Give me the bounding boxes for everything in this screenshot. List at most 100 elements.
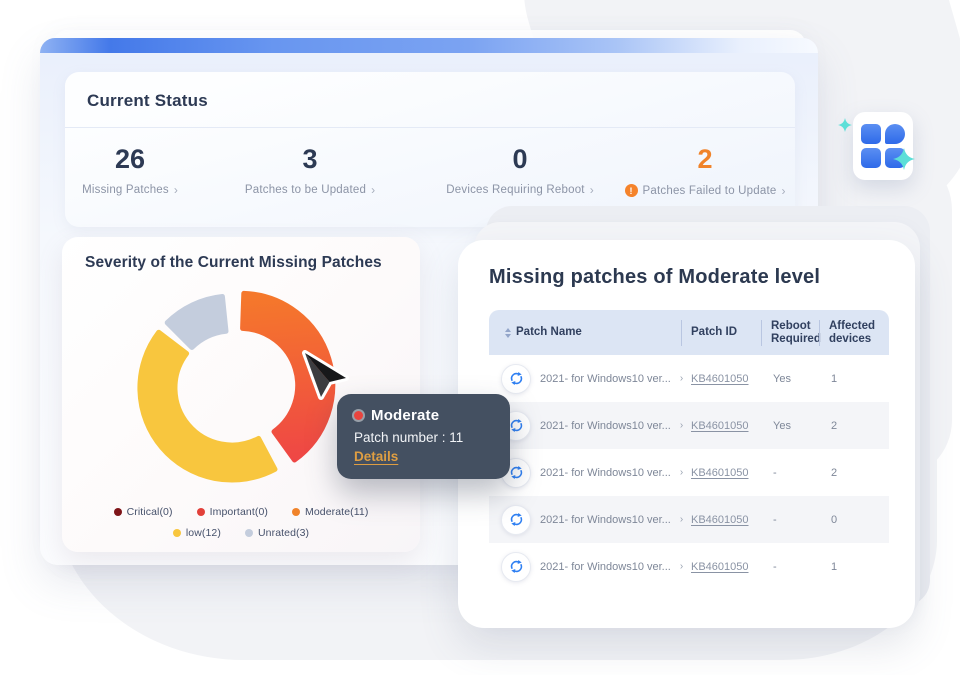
legend-label: Moderate(11)	[304, 506, 369, 518]
affected-devices-value: 2	[831, 419, 838, 432]
stat-patches-failed: 2 ! Patches Failed to Update ›	[615, 142, 795, 197]
patch-id-link[interactable]: KB4601050	[691, 419, 749, 432]
stat-link[interactable]: Patches to be Updated ›	[245, 184, 375, 196]
patch-id-link[interactable]: KB4601050	[691, 466, 749, 479]
patch-name[interactable]: 2021- for Windows10 ver...	[540, 513, 671, 526]
current-status-title: Current Status	[87, 91, 208, 110]
sparkle-icon	[893, 148, 915, 170]
stat-value: 0	[512, 144, 528, 174]
legend-dot	[113, 508, 122, 516]
app-logo-icon	[853, 112, 913, 180]
stat-link[interactable]: ! Patches Failed to Update ›	[624, 183, 786, 198]
affected-devices-value: 2	[831, 466, 838, 479]
legend-label: Unrated(3)	[257, 527, 310, 539]
chart-tooltip: Moderate Patch number : 11 Details	[337, 394, 510, 479]
legend-item[interactable]: Unrated(3)	[244, 527, 310, 539]
reboot-required-value: Yes	[773, 419, 791, 432]
stat-label[interactable]: Devices Requiring Reboot	[446, 184, 585, 196]
legend-dot	[172, 529, 181, 537]
dashboard-top-gradient-bar	[40, 38, 818, 53]
affected-devices-value: 1	[831, 372, 838, 385]
chevron-right-icon: ›	[679, 561, 684, 572]
stat-devices-requiring-reboot: 0 Devices Requiring Reboot ›	[425, 142, 615, 197]
current-status-card: Current Status 26 Missing Patches › 3 Pa…	[65, 72, 795, 227]
column-header-patch-id[interactable]: Patch ID	[681, 326, 761, 339]
table-row[interactable]: 2021- for Windows10 ver... › KB4601050 -…	[489, 449, 889, 496]
severity-card-title: Severity of the Current Missing Patches	[85, 254, 382, 271]
affected-devices-value: 1	[831, 560, 838, 573]
stat-link[interactable]: Missing Patches ›	[82, 184, 178, 196]
patch-name[interactable]: 2021- for Windows10 ver...	[540, 419, 671, 432]
table-row[interactable]: 2021- for Windows10 ver... › KB4601050 Y…	[489, 402, 889, 449]
divider	[65, 127, 795, 128]
table-row[interactable]: 2021- for Windows10 ver... › KB4601050 -…	[489, 496, 889, 543]
column-header-affected-devices[interactable]: Affected devices	[819, 320, 889, 346]
patch-id-link[interactable]: KB4601050	[691, 372, 749, 385]
sort-icon[interactable]	[505, 327, 511, 338]
legend-dot	[291, 508, 300, 516]
chevron-right-icon: ›	[679, 467, 684, 478]
legend-item[interactable]: Moderate(11)	[291, 506, 369, 518]
stat-link[interactable]: Devices Requiring Reboot ›	[446, 184, 593, 196]
patch-name[interactable]: 2021- for Windows10 ver...	[540, 466, 671, 479]
stat-value: 26	[114, 144, 146, 174]
patch-id-link[interactable]: KB4601050	[691, 560, 749, 573]
reboot-required-value: -	[773, 560, 777, 573]
donut-segment-unrated[interactable]	[164, 294, 229, 350]
stat-missing-patches: 26 Missing Patches ›	[65, 142, 195, 197]
patch-name[interactable]: 2021- for Windows10 ver...	[540, 560, 671, 573]
status-stats-row: 26 Missing Patches › 3 Patches to be Upd…	[65, 128, 795, 197]
missing-patches-card: Missing patches of Moderate level Patch …	[458, 240, 915, 628]
patch-id-link[interactable]: KB4601050	[691, 513, 749, 526]
stat-value: 2	[697, 144, 713, 174]
missing-patches-title: Missing patches of Moderate level	[489, 266, 821, 288]
stat-label[interactable]: Patches to be Updated	[244, 184, 367, 196]
severity-donut-chart[interactable]	[62, 273, 420, 503]
legend-label: Important(0)	[209, 506, 268, 518]
logo-square	[861, 124, 881, 144]
chevron-right-icon: ›	[679, 514, 684, 525]
column-header-patch-name[interactable]: Patch Name	[489, 326, 681, 339]
legend-item[interactable]: Important(0)	[196, 506, 268, 518]
reboot-required-value: -	[773, 466, 777, 479]
donut-segment-moderate[interactable]	[240, 290, 336, 463]
tooltip-severity-dot	[354, 411, 363, 420]
tooltip-details-link[interactable]: Details	[354, 449, 399, 464]
legend-label: low(12)	[185, 527, 221, 539]
chevron-right-icon: ›	[589, 183, 594, 197]
chevron-right-icon: ›	[371, 183, 376, 197]
legend-item[interactable]: low(12)	[172, 527, 221, 539]
table-row[interactable]: 2021- for Windows10 ver... › KB4601050 -…	[489, 543, 889, 590]
chart-legend: Critical(0) Important(0) Moderate(11) lo…	[62, 506, 420, 539]
legend-dot	[244, 529, 253, 537]
chevron-right-icon: ›	[679, 420, 684, 431]
sparkle-icon	[838, 118, 852, 132]
stat-label[interactable]: Missing Patches	[82, 184, 169, 196]
stat-value: 3	[302, 144, 318, 174]
table-header: Patch Name Patch ID Reboot Required Affe…	[489, 310, 889, 355]
table-row[interactable]: 2021- for Windows10 ver... › KB4601050 Y…	[489, 355, 889, 402]
patch-name[interactable]: 2021- for Windows10 ver...	[540, 372, 671, 385]
stat-label[interactable]: Patches Failed to Update	[642, 184, 777, 197]
logo-square	[861, 148, 881, 168]
column-label: Patch Name	[516, 326, 582, 338]
donut-segment-low[interactable]	[137, 329, 278, 483]
chevron-right-icon: ›	[679, 373, 684, 384]
legend-dot	[196, 508, 205, 516]
logo-leaf-shape	[885, 124, 905, 144]
legend-item[interactable]: Critical(0)	[113, 506, 173, 518]
chevron-right-icon: ›	[781, 183, 786, 198]
refresh-icon	[501, 363, 531, 394]
legend-label: Critical(0)	[126, 506, 173, 518]
chevron-right-icon: ›	[173, 183, 178, 197]
affected-devices-value: 0	[831, 513, 838, 526]
tooltip-patch-number: Patch number : 11	[354, 430, 464, 445]
logo-square	[885, 148, 905, 168]
stat-patches-to-update: 3 Patches to be Updated ›	[195, 142, 425, 197]
cursor-pointer-icon	[301, 349, 351, 406]
table-body: 2021- for Windows10 ver... › KB4601050 Y…	[489, 355, 889, 590]
tooltip-title: Moderate	[371, 407, 440, 424]
warning-icon: !	[624, 184, 638, 197]
patches-table: Patch Name Patch ID Reboot Required Affe…	[489, 310, 889, 590]
column-header-reboot-required[interactable]: Reboot Required	[761, 320, 821, 346]
